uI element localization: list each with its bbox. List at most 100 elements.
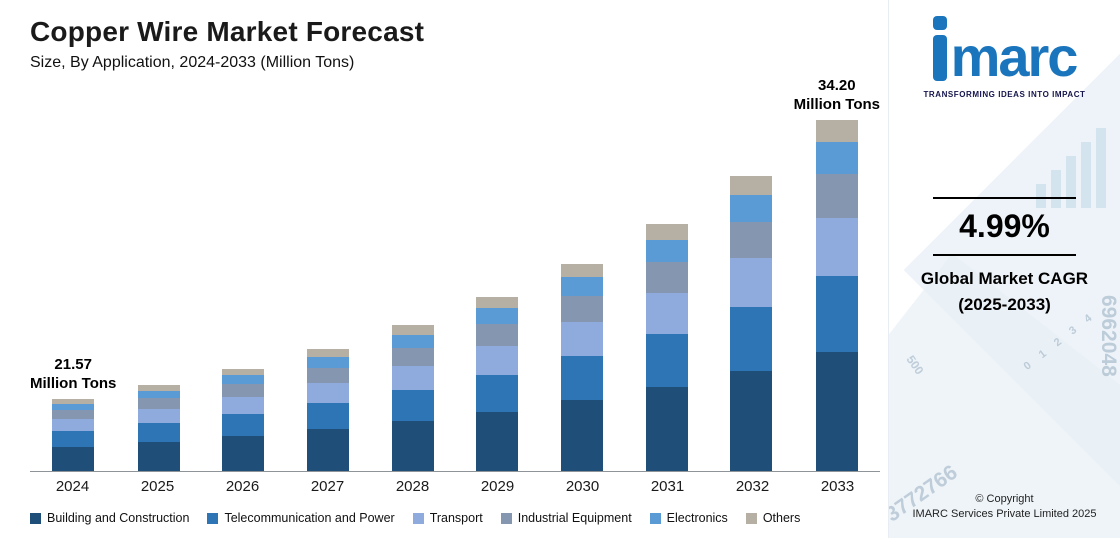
bar-segment-electronics xyxy=(645,239,688,262)
bar-segment-electronics xyxy=(391,334,434,348)
logo-i-dot xyxy=(932,16,947,30)
bar-segment-transport xyxy=(645,292,688,334)
bar-segment-telecommunication-and-power xyxy=(645,333,688,387)
logo-tagline: TRANSFORMING IDEAS INTO IMPACT xyxy=(923,90,1086,99)
bar-column-2030 xyxy=(540,74,625,471)
bar-segment-industrial-equipment xyxy=(476,324,519,346)
bar-segment-building-and-construction xyxy=(815,351,858,471)
legend-swatch-building-and-construction xyxy=(30,512,41,524)
bar-segment-others xyxy=(645,223,688,240)
bar-segment-electronics xyxy=(476,308,519,325)
legend-swatch-electronics xyxy=(649,512,661,524)
bar-segment-others xyxy=(307,348,350,357)
chart-subtitle: Size, By Application, 2024-2033 (Million… xyxy=(30,54,355,71)
bar-segment-others xyxy=(476,297,519,309)
bar-segment-others xyxy=(730,175,773,195)
imarc-logo: marc xyxy=(932,16,1078,85)
bar-segment-others xyxy=(52,398,95,404)
bar-segment-others xyxy=(222,368,265,376)
bar-column-2033: 34.20 Million Tons xyxy=(794,74,880,471)
bar-column-2025 xyxy=(116,74,201,471)
logo-i-glyph xyxy=(932,16,947,81)
cagr-value: 4.99% xyxy=(959,208,1050,244)
end-annotation: 34.20 Million Tons xyxy=(794,76,880,115)
stacked-bar-2033 xyxy=(815,119,858,471)
x-axis-label-2025: 2025 xyxy=(140,478,175,495)
bar-segment-building-and-construction xyxy=(645,386,688,471)
bar-segment-telecommunication-and-power xyxy=(476,374,519,412)
bar-segment-telecommunication-and-power xyxy=(391,390,434,422)
x-axis-label-2024: 2024 xyxy=(55,478,90,495)
bar-segment-industrial-equipment xyxy=(137,398,180,410)
bar-segment-industrial-equipment xyxy=(645,261,688,293)
bar-segment-industrial-equipment xyxy=(391,347,434,367)
legend-label: Transport xyxy=(429,511,483,525)
chart-area: Copper Wire Market Forecast Size, By App… xyxy=(30,16,880,525)
bar-column-2031 xyxy=(624,74,709,471)
bar-segment-industrial-equipment xyxy=(307,367,350,383)
annotation-unit: Million Tons xyxy=(30,375,117,393)
bar-segment-transport xyxy=(391,366,434,391)
bar-segment-building-and-construction xyxy=(137,441,180,471)
bar-segment-building-and-construction xyxy=(476,411,519,471)
bar-segment-others xyxy=(391,325,434,335)
legend-item-building-and-construction: Building and Construction xyxy=(30,511,189,525)
annotation-unit: Million Tons xyxy=(793,96,880,114)
stacked-bar-2028 xyxy=(391,325,434,471)
bar-segment-others xyxy=(137,385,180,391)
bar-segment-building-and-construction xyxy=(560,400,603,471)
chart-legend: Building and Construction Telecommunicati… xyxy=(30,511,880,525)
x-axis-label-2033: 2033 xyxy=(820,478,855,495)
stacked-bar-2029 xyxy=(476,297,519,471)
decor-number: 6962048 xyxy=(1097,295,1120,377)
stacked-bar-2032 xyxy=(730,175,773,471)
bar-column-2024: 21.57 Million Tons xyxy=(30,74,116,471)
stacked-bar-2027 xyxy=(307,348,350,471)
bar-segment-building-and-construction xyxy=(222,436,265,471)
bar-segment-building-and-construction xyxy=(52,446,95,471)
x-axis-label-2028: 2028 xyxy=(395,478,430,495)
bar-segment-industrial-equipment xyxy=(815,174,858,218)
bar-segment-transport xyxy=(560,321,603,356)
bar-column-2028 xyxy=(370,74,455,471)
legend-label: Building and Construction xyxy=(47,511,190,525)
chart-title: Copper Wire Market Forecast xyxy=(30,16,425,47)
bar-segment-transport xyxy=(52,419,95,431)
stacked-bar-2025 xyxy=(137,385,180,471)
bar-segment-industrial-equipment xyxy=(222,384,265,398)
stacked-bar-2024 xyxy=(52,398,95,471)
bar-segment-building-and-construction xyxy=(307,429,350,471)
bar-segment-others xyxy=(560,263,603,277)
copyright-line1: © Copyright xyxy=(975,493,1034,505)
cagr-box: 4.99% xyxy=(933,197,1076,256)
bar-column-2032 xyxy=(709,74,794,471)
bar-segment-telecommunication-and-power xyxy=(52,431,95,447)
bar-segment-electronics xyxy=(560,276,603,296)
bar-segment-telecommunication-and-power xyxy=(560,355,603,401)
bar-segment-transport xyxy=(476,345,519,375)
logo-i-bar xyxy=(932,35,947,81)
legend-swatch-industrial-equipment xyxy=(500,512,512,524)
bar-segment-transport xyxy=(730,258,773,308)
x-axis-label-2031: 2031 xyxy=(650,478,685,495)
copyright: © Copyright IMARC Services Private Limit… xyxy=(912,492,1096,522)
bar-segment-building-and-construction xyxy=(730,370,773,471)
bar-segment-telecommunication-and-power xyxy=(730,307,773,371)
brand-panel: 6962048 3772766 0 1 2 3 4 500 marc TRANS… xyxy=(888,0,1120,538)
stacked-bar-2030 xyxy=(560,263,603,471)
stacked-bar-2031 xyxy=(645,223,688,471)
bar-segment-telecommunication-and-power xyxy=(815,276,858,352)
bar-segment-telecommunication-and-power xyxy=(222,414,265,437)
x-axis-label-2026: 2026 xyxy=(225,478,260,495)
legend-item-transport: Transport xyxy=(412,511,483,525)
bar-segment-electronics xyxy=(137,390,180,399)
legend-item-telecommunication-and-power: Telecommunication and Power xyxy=(207,511,395,525)
x-axis-label-2032: 2032 xyxy=(735,478,770,495)
cagr-label: Global Market CAGR xyxy=(920,269,1089,288)
bar-segment-electronics xyxy=(307,356,350,368)
bar-column-2027 xyxy=(286,74,371,471)
bar-segment-transport xyxy=(137,409,180,424)
legend-label: Industrial Equipment xyxy=(517,511,632,525)
bar-segment-transport xyxy=(815,218,858,276)
x-axis-label-2027: 2027 xyxy=(310,478,345,495)
